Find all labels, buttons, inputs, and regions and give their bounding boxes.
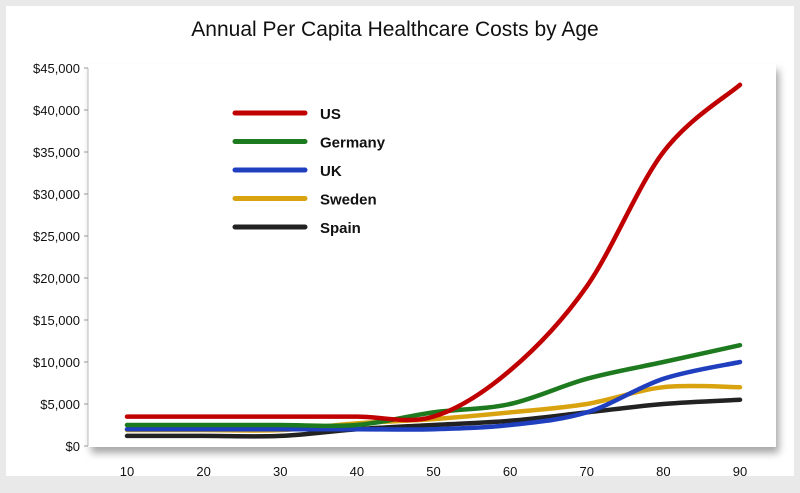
legend-label: UK <box>320 163 342 180</box>
series-line-spain <box>124 397 743 439</box>
x-tick-label: 30 <box>273 464 287 479</box>
x-tick-label: 70 <box>580 464 594 479</box>
series-line-us <box>124 82 743 423</box>
series-line-germany <box>124 342 743 429</box>
y-tick-label: $30,000 <box>33 187 80 202</box>
x-tick-label: 80 <box>656 464 670 479</box>
x-tick-label: 50 <box>426 464 440 479</box>
y-tick-label: $15,000 <box>33 313 80 328</box>
plot-area <box>88 64 776 447</box>
y-tick-label: $45,000 <box>33 61 80 76</box>
y-tick-label: $0 <box>66 439 80 454</box>
legend-label: Spain <box>320 220 361 237</box>
y-tick-label: $5,000 <box>40 397 80 412</box>
y-tick-label: $35,000 <box>33 145 80 160</box>
y-tick-label: $40,000 <box>33 103 80 118</box>
x-tick-label: 20 <box>196 464 210 479</box>
series-line-uk <box>124 359 743 432</box>
y-tick-label: $20,000 <box>33 271 80 286</box>
chart-title: Annual Per Capita Healthcare Costs by Ag… <box>191 18 598 41</box>
legend-label: Sweden <box>320 192 377 209</box>
legend-label: US <box>320 106 341 123</box>
x-tick-label: 90 <box>733 464 747 479</box>
x-tick-label: 40 <box>350 464 364 479</box>
legend-label: Germany <box>320 135 386 152</box>
x-tick-label: 60 <box>503 464 517 479</box>
y-tick-label: $10,000 <box>33 355 80 370</box>
x-tick-label: 10 <box>120 464 134 479</box>
y-tick-label: $25,000 <box>33 229 80 244</box>
